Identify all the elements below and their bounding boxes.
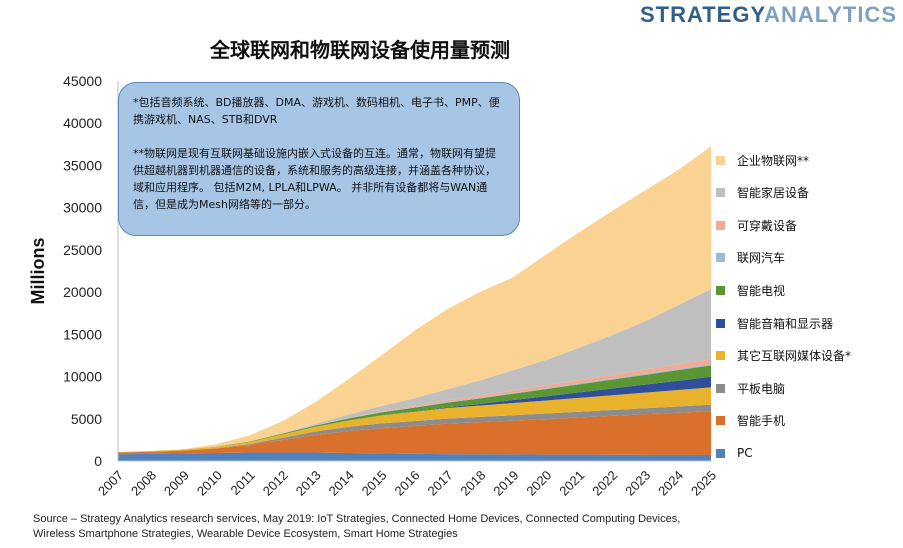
legend-label: 智能电视 <box>737 283 786 298</box>
legend-label: 智能家居设备 <box>737 186 810 201</box>
legend-item: 可穿戴设备 <box>716 215 797 235</box>
legend-label: 企业物联网** <box>737 153 810 168</box>
brand-part-2: ANALYTICS <box>764 2 897 27</box>
x-tick-label-11: 2018 <box>457 468 488 499</box>
y-tick-label-7: 35000 <box>63 157 102 173</box>
y-tick-label-0: 0 <box>94 453 102 469</box>
legend-swatch <box>716 285 725 295</box>
x-tick-label-12: 2019 <box>490 468 521 499</box>
legend-item: 平板电脑 <box>716 378 785 398</box>
legend-swatch <box>716 416 725 426</box>
footnote-line-2: **物联网是现有互联网基础设施内嵌入式设备的互连。通常，物联网有望提供超越机器到… <box>133 147 496 211</box>
x-tick-label-9: 2016 <box>392 468 423 499</box>
area-series-6 <box>118 364 711 453</box>
legend-item: 智能电视 <box>716 280 785 300</box>
x-tick-label-14: 2021 <box>556 468 587 499</box>
y-tick-label-1: 5000 <box>71 411 102 427</box>
legend-item: 联网汽车 <box>716 248 785 268</box>
x-tick-label-4: 2011 <box>228 468 258 498</box>
legend-swatch <box>716 188 725 198</box>
y-tick-label-8: 40000 <box>63 115 102 131</box>
chart-title: 全球联网和物联网设备使用量预测 <box>210 38 510 62</box>
brand-logo: STRATEGYANALYTICS <box>640 2 897 28</box>
legend-swatch <box>716 155 725 165</box>
footnote-box: *包括音频系统、BD播放器、DMA、游戏机、数码相机、电子书、PMP、便携游戏机… <box>118 82 520 236</box>
legend-item: PC <box>716 443 753 463</box>
x-tick-label-2: 2009 <box>161 468 192 499</box>
legend-item: 其它互联网媒体设备* <box>716 346 851 366</box>
x-tick-label-1: 2008 <box>128 468 159 499</box>
legend-swatch <box>716 351 725 361</box>
source-note: Source – Strategy Analytics research ser… <box>33 513 681 540</box>
legend-swatch <box>716 383 725 393</box>
legend-label: 其它互联网媒体设备* <box>737 349 852 364</box>
y-axis-label: Millions <box>28 238 48 305</box>
y-tick-label-6: 30000 <box>63 200 102 216</box>
y-tick-label-2: 10000 <box>63 369 102 385</box>
area-series-5 <box>118 365 711 453</box>
legend-label: 平板电脑 <box>737 381 786 396</box>
y-tick-label-4: 20000 <box>63 284 102 300</box>
legend-label: 智能手机 <box>737 414 786 429</box>
area-series-2 <box>118 404 711 453</box>
legend-label: PC <box>737 446 753 461</box>
legend-swatch <box>716 318 725 328</box>
x-tick-label-3: 2010 <box>194 468 225 499</box>
legend-item: 智能手机 <box>716 411 785 431</box>
legend-swatch <box>716 220 725 230</box>
area-series-1 <box>118 411 711 456</box>
legend-label: 智能音箱和显示器 <box>737 316 834 331</box>
x-tick-label-10: 2017 <box>425 468 456 499</box>
x-tick-label-5: 2012 <box>260 468 291 499</box>
area-series-0 <box>118 452 711 461</box>
x-tick-label-15: 2022 <box>589 468 620 499</box>
legend-swatch <box>716 448 725 458</box>
area-series-4 <box>118 376 711 453</box>
x-tick-label-6: 2013 <box>293 468 324 499</box>
x-tick-label-8: 2015 <box>359 468 390 499</box>
x-tick-label-13: 2020 <box>523 468 554 499</box>
x-tick-label-16: 2023 <box>622 468 653 499</box>
y-tick-label-5: 25000 <box>63 242 102 258</box>
area-series-9 <box>118 146 711 453</box>
x-tick-label-7: 2014 <box>326 468 357 499</box>
legend-item: 智能家居设备 <box>716 183 809 203</box>
y-tick-label-3: 15000 <box>63 326 102 342</box>
legend-label: 可穿戴设备 <box>737 218 798 233</box>
x-tick-label-18: 2025 <box>688 468 719 499</box>
area-series-3 <box>118 387 711 453</box>
area-series-8 <box>118 288 711 453</box>
x-tick-label-0: 2007 <box>95 468 126 499</box>
legend-item: 企业物联网** <box>716 150 809 170</box>
legend-swatch <box>716 253 725 263</box>
y-tick-label-9: 45000 <box>63 73 102 89</box>
brand-part-1: STRATEGY <box>639 2 765 27</box>
legend-label: 联网汽车 <box>737 251 786 266</box>
x-tick-label-17: 2024 <box>655 468 686 499</box>
legend-item: 智能音箱和显示器 <box>716 313 833 333</box>
footnote-line-1: *包括音频系统、BD播放器、DMA、游戏机、数码相机、电子书、PMP、便携游戏机… <box>133 96 500 126</box>
